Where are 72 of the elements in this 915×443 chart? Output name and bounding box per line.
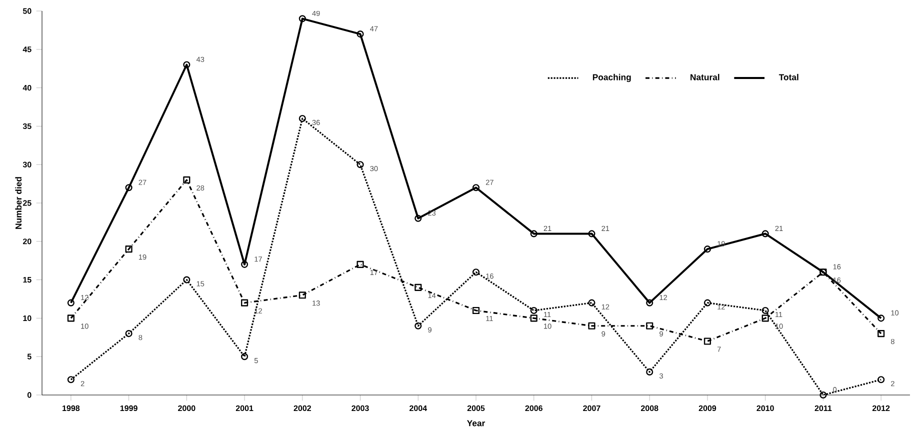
- point: [298, 292, 306, 299]
- point: [125, 330, 132, 338]
- x-tick-label: 2007: [583, 405, 600, 412]
- x-tick-label: 1999: [120, 405, 138, 412]
- y-tick-label: 10: [23, 315, 32, 322]
- point: [125, 184, 132, 192]
- y-tick-label: 30: [22, 162, 32, 168]
- point: [356, 30, 364, 38]
- point: [878, 330, 885, 338]
- point: [298, 114, 306, 122]
- point: [241, 299, 248, 306]
- y-tick-label: 25: [22, 200, 32, 206]
- point: [241, 353, 248, 360]
- x-tick-label: 2003: [352, 405, 369, 412]
- point: [356, 161, 364, 168]
- point: [588, 230, 596, 238]
- point: [298, 15, 306, 22]
- point: [530, 306, 538, 314]
- point: [878, 376, 885, 384]
- y-tick-label: 5: [27, 354, 32, 360]
- point: [588, 322, 596, 330]
- point: [356, 260, 364, 268]
- point: [762, 314, 769, 322]
- x-axis-title: Year: [466, 420, 486, 426]
- point: [472, 184, 480, 192]
- point: [472, 306, 480, 314]
- y-tick-label: 50: [22, 8, 32, 14]
- point: [472, 268, 480, 276]
- y-tick-label: 20: [22, 238, 32, 244]
- x-tick-label: 2012: [872, 405, 890, 412]
- legend-label: Poaching: [592, 74, 631, 82]
- point: [762, 306, 769, 314]
- point: [241, 260, 248, 268]
- legend-label: Total: [778, 74, 798, 80]
- x-tick-label: 2006: [525, 405, 542, 412]
- point: [704, 338, 711, 345]
- x-tick-label: 2004: [410, 405, 427, 412]
- point: [125, 246, 132, 253]
- point: [67, 376, 74, 384]
- point: [820, 391, 827, 399]
- y-axis-title: Number died: [15, 177, 22, 229]
- point: [530, 230, 538, 238]
- point: [704, 246, 711, 253]
- point: [67, 314, 74, 322]
- x-tick-label: 2011: [814, 405, 832, 412]
- point: [646, 368, 654, 376]
- x-tick-label: 2009: [698, 405, 716, 412]
- point: [588, 299, 596, 306]
- point: [762, 230, 769, 238]
- point: [183, 276, 190, 284]
- x-tick-label: 2010: [756, 405, 774, 412]
- point: [646, 299, 654, 306]
- point: [183, 61, 190, 68]
- y-tick-label: 15: [23, 277, 32, 283]
- y-tick-label: 45: [22, 46, 32, 52]
- legend-label: Natural: [690, 74, 720, 80]
- x-tick-label: 2005: [467, 405, 485, 412]
- point: [646, 322, 654, 330]
- x-tick-label: 2001: [236, 405, 254, 412]
- point: [414, 284, 422, 291]
- y-tick-label: 0: [27, 392, 32, 398]
- point: [414, 214, 422, 222]
- point: [704, 299, 711, 306]
- point: [530, 314, 538, 322]
- point: [183, 176, 190, 184]
- y-tick-label: 35: [22, 123, 32, 130]
- x-tick-label: 2002: [294, 405, 311, 412]
- y-tick-label: 40: [22, 84, 32, 91]
- x-tick-label: 2000: [178, 405, 196, 412]
- point: [414, 322, 422, 330]
- x-tick-label: 2008: [640, 405, 658, 412]
- x-tick-label: 1998: [62, 405, 80, 412]
